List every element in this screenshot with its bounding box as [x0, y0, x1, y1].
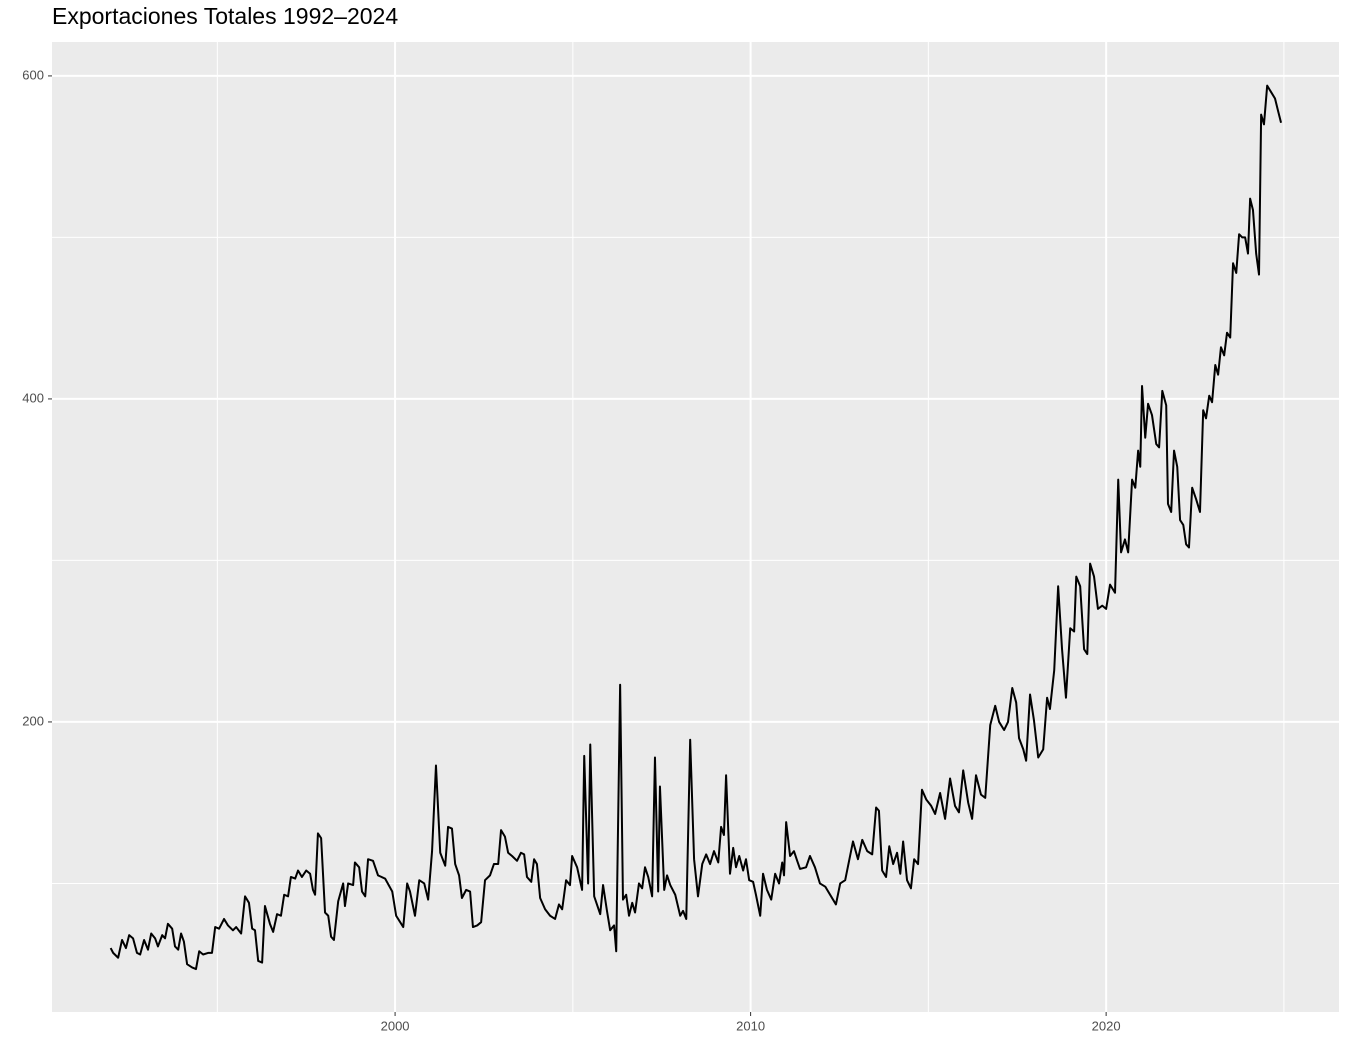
y-tick-label: 600 — [22, 67, 44, 82]
x-tick-label: 2000 — [381, 1018, 410, 1033]
y-tick-label: 200 — [22, 713, 44, 728]
chart-title: Exportaciones Totales 1992–2024 — [52, 3, 398, 29]
y-tick-label: 400 — [22, 390, 44, 405]
marks — [109, 84, 1283, 971]
plot-panel — [52, 42, 1339, 1012]
grid — [52, 42, 1339, 1012]
x-tick-label: 2010 — [736, 1018, 765, 1033]
data-line — [109, 84, 1283, 971]
labels: 2000 2010 2020 200 400 600 — [22, 67, 1120, 1033]
x-tick-label: 2020 — [1092, 1018, 1121, 1033]
